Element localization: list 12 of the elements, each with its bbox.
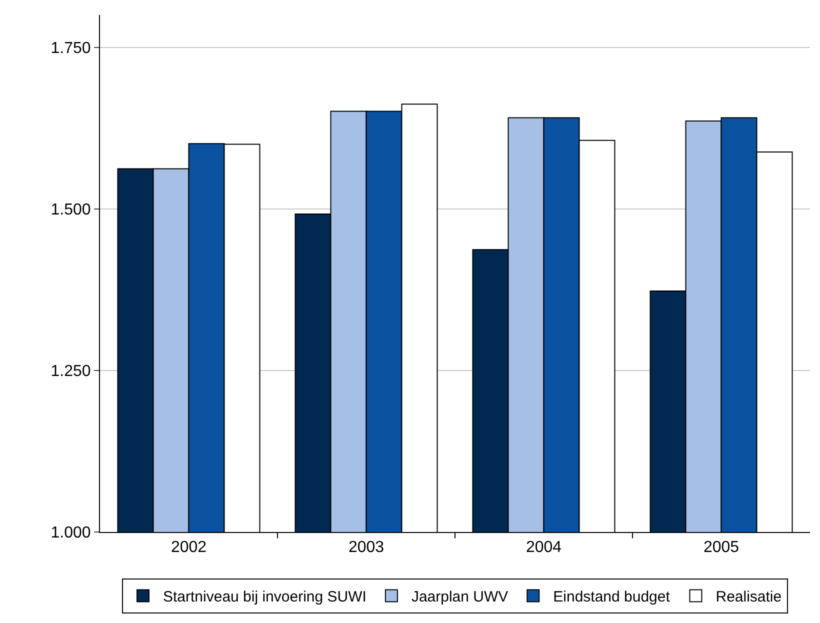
x-tick-label: 2005 (703, 539, 740, 556)
x-tick-label: 2004 (526, 539, 562, 556)
y-tick-label: 1.500 (50, 201, 91, 218)
y-tick-label: 1.000 (50, 524, 91, 542)
legend-label: Eindstand budget (553, 588, 671, 606)
y-tick-label: 1.250 (50, 363, 91, 380)
x-tick-label: 2003 (348, 539, 384, 556)
legend-label: Startniveau bij invoering SUWI (163, 588, 366, 606)
y-tick-label: 1.750 (50, 40, 91, 57)
x-tick-label: 2002 (170, 539, 207, 556)
legend-label: Jaarplan UWV (411, 588, 508, 606)
legend-label: Realisatie (716, 588, 782, 606)
